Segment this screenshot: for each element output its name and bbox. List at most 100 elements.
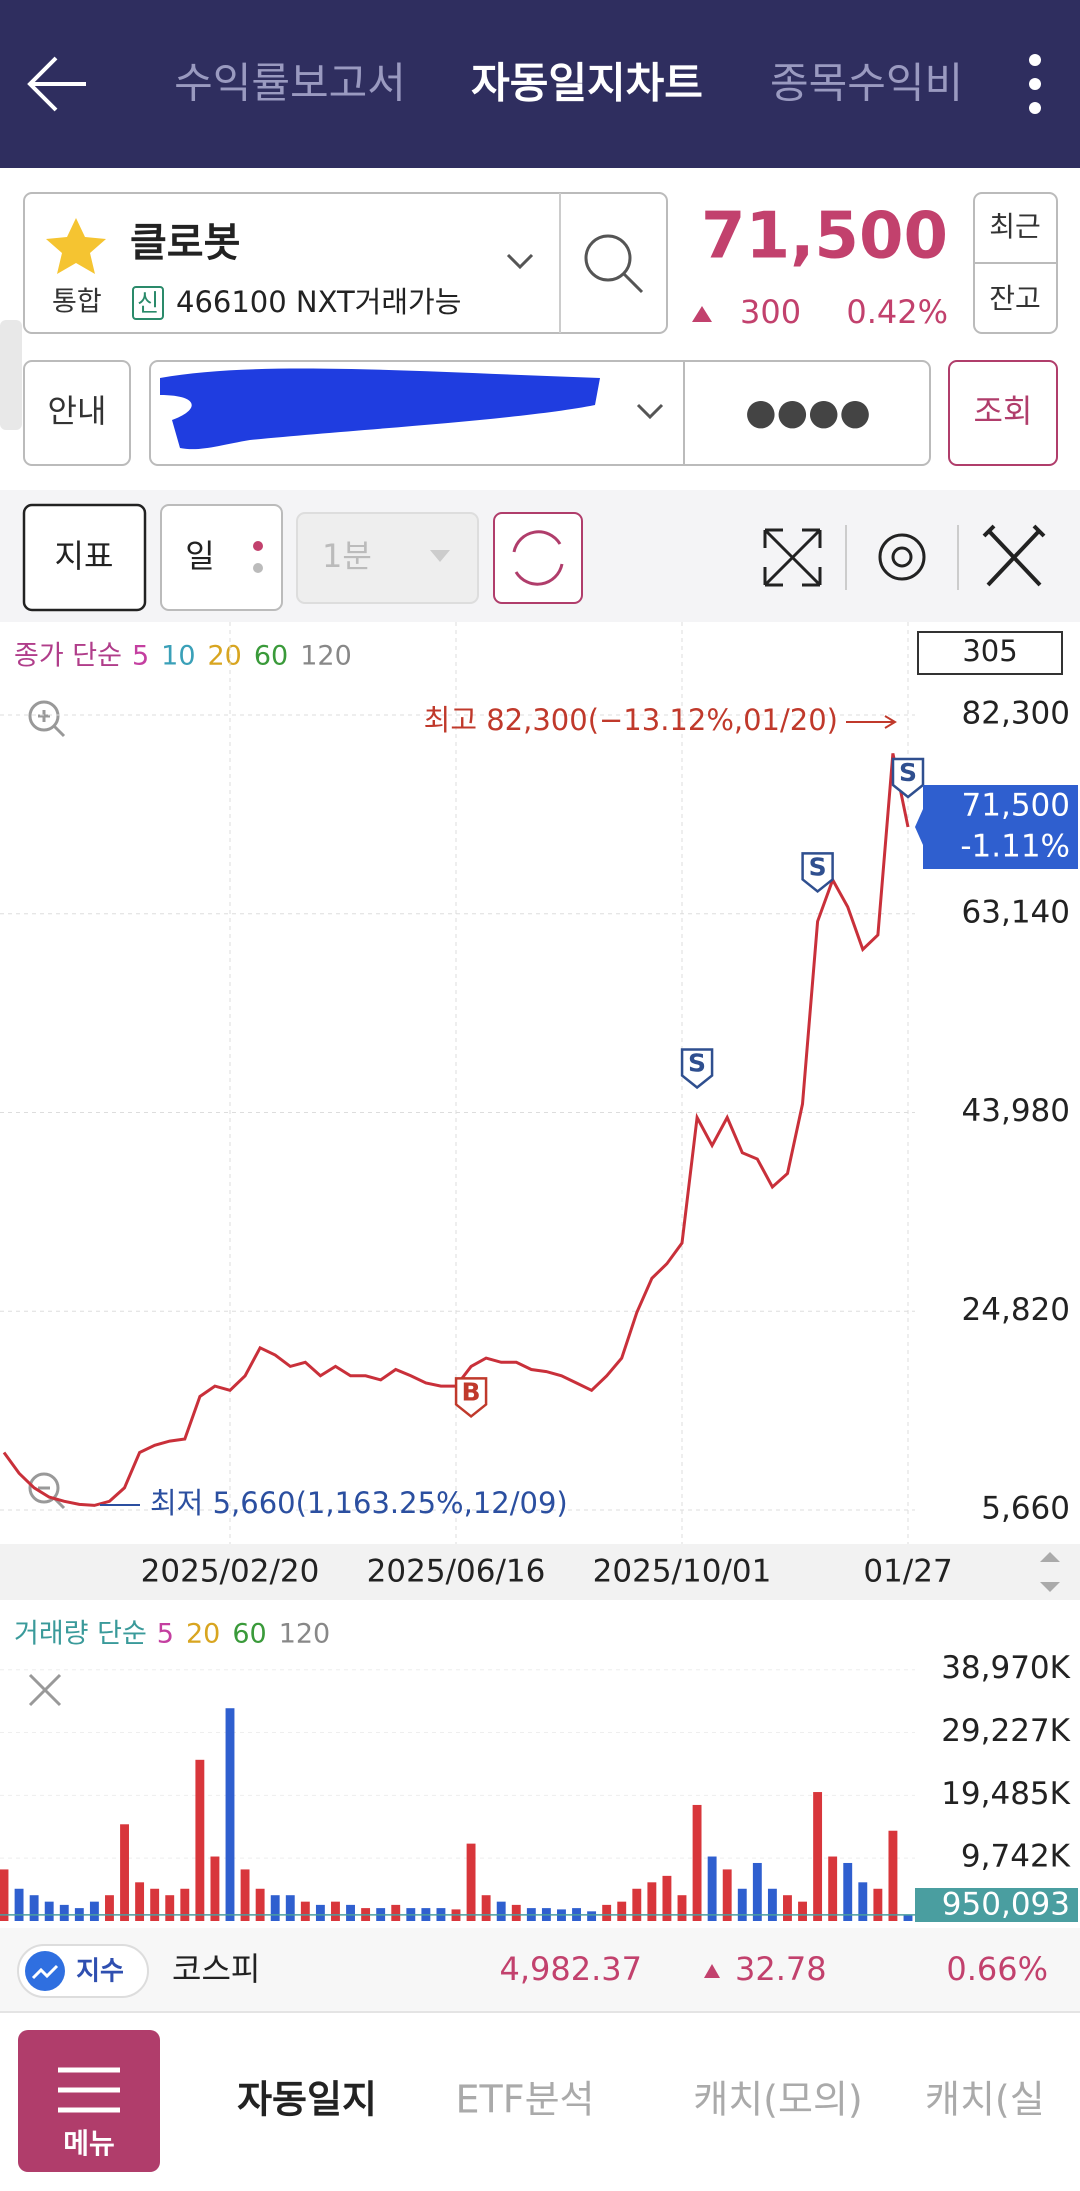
- credit-badge: [132, 286, 164, 320]
- y-tick-label: 24,820: [962, 1292, 1070, 1328]
- zoom-out[interactable]: [28, 1472, 60, 1504]
- high-arrow: [846, 715, 897, 729]
- up-arrow: [692, 306, 712, 322]
- x-tick-label: 2025/10/01: [593, 1554, 772, 1590]
- volume-bar: [44, 1901, 54, 1921]
- dot: [253, 563, 263, 573]
- y-tick-label: 5,660: [981, 1491, 1070, 1527]
- high-note: 최고 82,300(−13.12%,01/20): [424, 703, 838, 737]
- volume-bar: [677, 1895, 687, 1921]
- header-bar: [0, 0, 1080, 168]
- index-icon-line: [31, 1964, 59, 1980]
- last-change-label: -1.11%: [960, 829, 1070, 865]
- tab[interactable]: 수익률보고서: [174, 59, 406, 108]
- volume-bar: [210, 1856, 220, 1921]
- volume-legend: 거래량 단순 5 20 60 120: [14, 1619, 330, 1650]
- last-volume-box: [915, 1888, 1078, 1922]
- menu-button[interactable]: [18, 2030, 160, 2172]
- back-button[interactable]: [27, 56, 86, 112]
- volume-bar: [602, 1904, 612, 1921]
- legend-title: 종가 단순: [14, 641, 122, 672]
- volume-bar: [14, 1888, 24, 1921]
- index-change-rate: 0.66%: [946, 1950, 1048, 1988]
- legend-item: 120: [279, 1619, 331, 1650]
- volume-bar: [150, 1888, 160, 1921]
- volume-bar: [828, 1856, 838, 1921]
- recent-button[interactable]: 최근: [989, 210, 1041, 243]
- more-menu[interactable]: [1029, 54, 1041, 114]
- volume-bar: [285, 1895, 295, 1921]
- side-handle[interactable]: [0, 320, 22, 430]
- settings-icon-core: [891, 546, 913, 568]
- count-box: [917, 631, 1063, 675]
- volume-bar: [843, 1862, 853, 1921]
- signal-label: S: [899, 758, 917, 787]
- volume-bar: [466, 1843, 476, 1921]
- volume-bar: [737, 1888, 747, 1921]
- tab[interactable]: 종목수익비: [770, 59, 963, 108]
- signal-marker: [454, 1377, 488, 1419]
- index-bar: [0, 1928, 1080, 2012]
- signal-marker: [891, 757, 925, 799]
- volume-bar: [813, 1792, 823, 1921]
- volume-bar: [135, 1882, 145, 1921]
- indicator-button[interactable]: [22, 503, 147, 612]
- fullscreen-icon[interactable]: [763, 528, 822, 587]
- zoom-in[interactable]: [28, 700, 60, 732]
- refresh-button[interactable]: [493, 512, 583, 604]
- guide-button[interactable]: [23, 360, 131, 466]
- volume-bar: [647, 1882, 657, 1921]
- volume-bar: [225, 1708, 235, 1921]
- legend-item: 20: [186, 1619, 220, 1650]
- signal-marker: [680, 1048, 714, 1090]
- legend-item: 20: [208, 641, 242, 672]
- volume-bar: [496, 1901, 506, 1921]
- query-button[interactable]: [948, 360, 1058, 466]
- volume-bar: [873, 1888, 883, 1921]
- bottom-nav: [0, 2012, 1080, 2191]
- nav-tab[interactable]: ETF분석: [456, 2078, 595, 2122]
- volume-bar: [391, 1904, 401, 1921]
- close-volume[interactable]: [28, 1673, 62, 1707]
- search-icon[interactable]: [584, 234, 632, 282]
- x-axis-band: [0, 1544, 1080, 1600]
- tab-active[interactable]: 자동일지차트: [471, 59, 703, 108]
- dot: [253, 541, 263, 551]
- volume-bar: [195, 1759, 205, 1921]
- favorite-star[interactable]: [46, 218, 106, 274]
- volume-bar: [331, 1901, 340, 1921]
- volume-chart-area: [0, 1600, 1080, 1928]
- period-button[interactable]: [160, 504, 283, 611]
- volume-bar: [255, 1888, 265, 1921]
- stock-box[interactable]: [23, 192, 668, 334]
- legend-item: 60: [232, 1619, 266, 1650]
- y-tick-label: 38,970K: [941, 1650, 1070, 1686]
- legend-item: 120: [300, 641, 352, 672]
- password-field[interactable]: ●●●●: [745, 392, 871, 433]
- zoom-in-icon: [38, 710, 66, 738]
- dropdown-chevron[interactable]: [636, 403, 664, 420]
- indicator-label: 지표: [55, 537, 114, 575]
- volume-bar: [707, 1856, 717, 1921]
- x-tick-label: 2025/06/16: [367, 1554, 546, 1590]
- volume-bar: [270, 1895, 280, 1921]
- index-icon: [25, 1951, 65, 1991]
- legend-title: 거래량 단순: [14, 1619, 147, 1650]
- tools-icon[interactable]: [982, 524, 1046, 587]
- dropdown-chevron[interactable]: [506, 253, 534, 270]
- volume-bar: [29, 1895, 39, 1921]
- count-label: 305: [962, 634, 1017, 668]
- balance-button[interactable]: 잔고: [989, 282, 1041, 315]
- scroll-icon[interactable]: [1040, 1552, 1060, 1592]
- nav-tab[interactable]: 캐치(모의): [693, 2078, 863, 2122]
- nav-tab-active[interactable]: 자동일지: [237, 2078, 377, 2122]
- refresh-icon: [512, 530, 564, 586]
- volume-bar: [783, 1895, 792, 1921]
- interval-select: [296, 512, 479, 604]
- search-handle: [622, 272, 644, 294]
- nav-tab[interactable]: 캐치(실: [925, 2078, 1045, 2122]
- settings-icon[interactable]: [878, 533, 926, 581]
- volume-bar: [481, 1895, 491, 1921]
- volume-bar: [180, 1888, 190, 1921]
- volume-bar: [903, 1914, 913, 1921]
